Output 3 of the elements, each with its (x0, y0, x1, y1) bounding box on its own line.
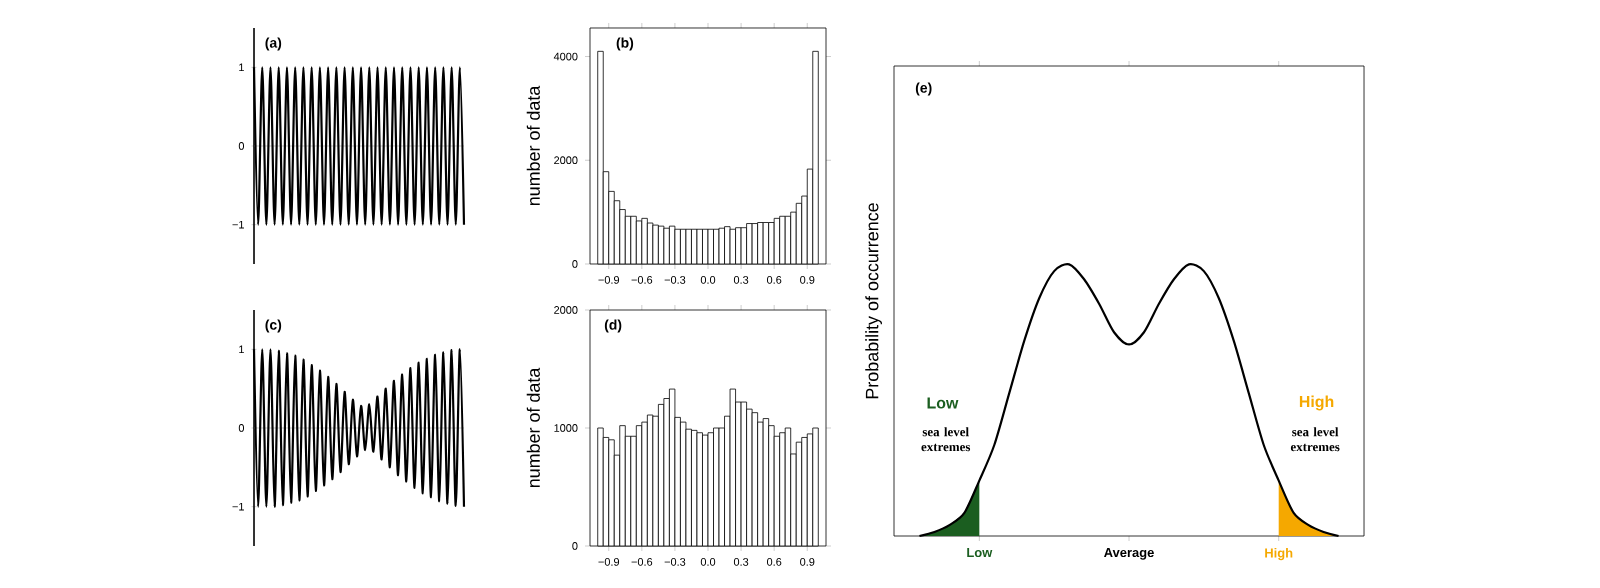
y-axis-title: number of data (526, 367, 540, 488)
y-axis-title: number of data (526, 85, 540, 206)
y-axis-title: Probability of occurrence (865, 203, 882, 399)
